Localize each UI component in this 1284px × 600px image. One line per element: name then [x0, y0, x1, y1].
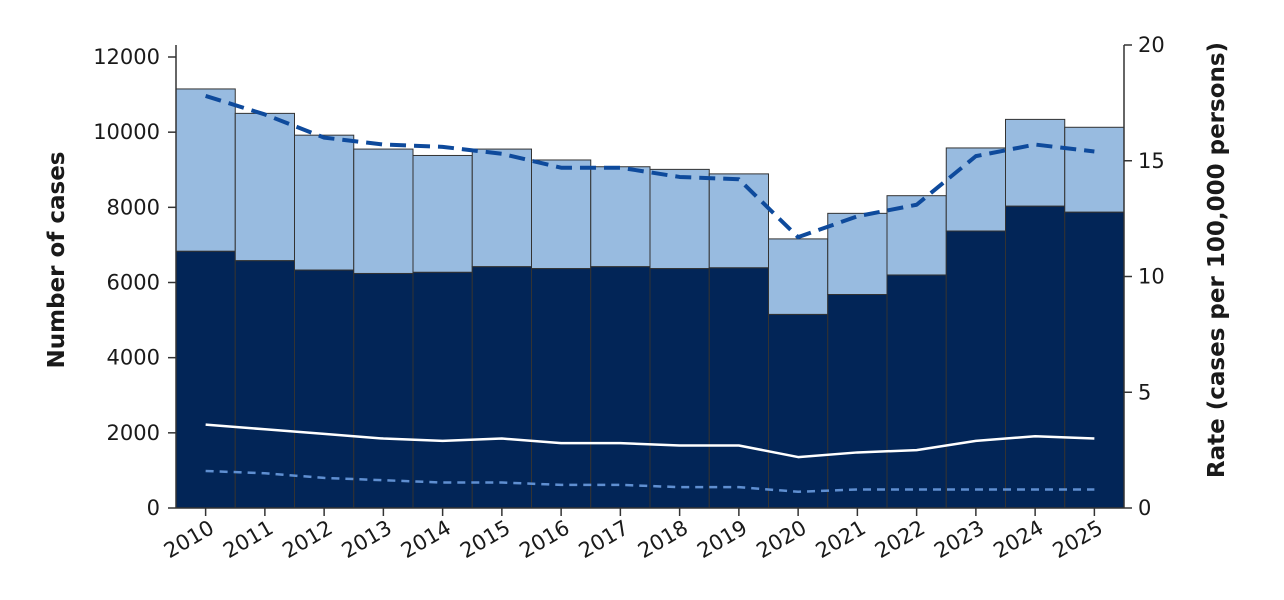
x-tick-label: 2016: [515, 516, 573, 564]
x-tick-label: 2022: [871, 516, 929, 564]
right-y-ticks: 0 5 10 15 20: [1124, 33, 1165, 520]
x-tick-label: 2024: [989, 516, 1047, 564]
bar-top-2013: [353, 148, 414, 274]
bar-top-2023: [945, 147, 1006, 232]
x-tick-label: 2011: [219, 516, 277, 564]
bar-top-2015: [471, 148, 532, 268]
right-tick-label: 20: [1138, 33, 1165, 57]
bar-bottom-2024: [1005, 205, 1066, 509]
x-tick-label: 2012: [278, 516, 336, 564]
line-solid: [205, 423, 1095, 459]
y2-axis-title: Rate (cases per 100,000 persons): [1204, 42, 1230, 478]
x-tick-label: 2017: [575, 516, 633, 564]
bar-bottom-2015: [471, 266, 532, 509]
line-dashed-thick: [205, 94, 1095, 240]
x-tick-label: 2014: [397, 516, 455, 564]
left-tick-label: 12000: [93, 45, 160, 69]
bar-bottom-2022: [886, 274, 947, 509]
x-tick-label: 2020: [752, 516, 810, 564]
left-tick-label: 4000: [107, 346, 160, 370]
x-tick-label: 2021: [812, 516, 870, 564]
bar-bottom-2017: [590, 266, 651, 509]
left-tick-label: 2000: [107, 421, 160, 445]
x-tick-label: 2010: [160, 516, 218, 564]
bar-bottom-2016: [531, 268, 592, 509]
bar-top-2016: [531, 159, 592, 270]
x-tick-label: 2019: [693, 516, 751, 564]
line-layer: [205, 94, 1095, 494]
bar-bottom-2020: [768, 313, 829, 509]
bar-bottom-2010: [175, 250, 236, 509]
right-tick-label: 5: [1138, 380, 1151, 404]
bar-top-2014: [412, 154, 473, 273]
bar-top-2025: [1064, 126, 1125, 213]
bar-bottom-2018: [649, 268, 710, 509]
x-ticks: 2010 2011 2012 2013 2014 2015 2016 2017 2018 2019…: [160, 508, 1107, 563]
bar-bottom-2025: [1064, 211, 1125, 509]
bar-top-2017: [590, 166, 651, 268]
x-tick-label: 2023: [930, 516, 988, 564]
right-tick-label: 0: [1138, 496, 1151, 520]
bar-top-2012: [294, 134, 355, 271]
y-axis-title: Number of cases: [44, 152, 70, 369]
x-tick-label: 2015: [456, 516, 514, 564]
left-tick-label: 6000: [107, 271, 160, 295]
bar-bottom-2021: [827, 294, 888, 509]
bar-top-2018: [649, 168, 710, 270]
bar-top-2020: [768, 238, 829, 315]
left-tick-label: 8000: [107, 195, 160, 219]
bar-top-2019: [708, 173, 769, 269]
x-tick-label: 2013: [338, 516, 396, 564]
bar-bottom-2014: [412, 271, 473, 509]
x-tick-label: 2018: [634, 516, 692, 564]
left-tick-label: 10000: [93, 120, 160, 144]
bar-bottom-2019: [708, 267, 769, 509]
x-tick-label: 2025: [1049, 516, 1107, 564]
bar-top-2010: [175, 88, 236, 252]
bar-top-2024: [1005, 118, 1066, 207]
bar-bottom-2013: [353, 272, 414, 509]
left-tick-label: 0: [147, 496, 160, 520]
left-y-ticks: 0 2000 4000 6000 8000 10000 12000: [93, 45, 176, 520]
bar-top-2021: [827, 212, 888, 296]
bar-top-2011: [234, 112, 295, 262]
right-tick-label: 10: [1138, 265, 1165, 289]
bar-bottom-2012: [294, 269, 355, 509]
bar-bottom-2023: [945, 230, 1006, 509]
right-tick-label: 15: [1138, 149, 1165, 173]
bar-bottom-2011: [234, 260, 295, 509]
